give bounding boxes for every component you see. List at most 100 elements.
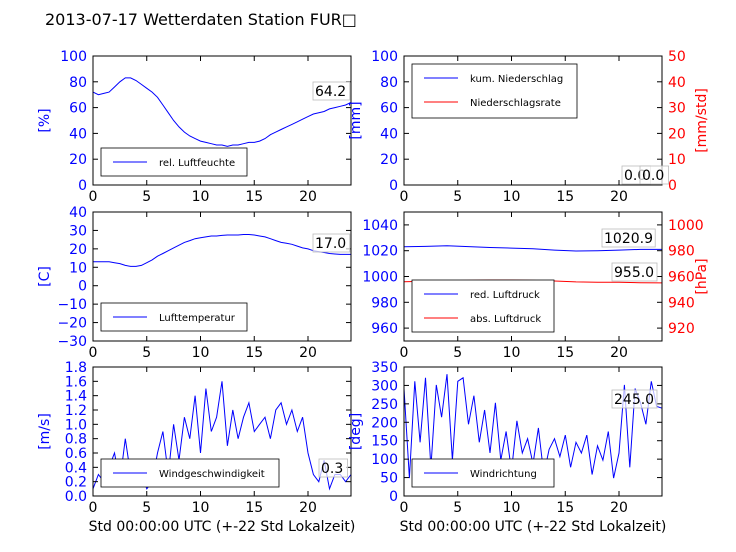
y2-tick-label: 20 [668, 126, 686, 142]
y-tick-label: 40 [380, 126, 398, 142]
y-tick-label: 20 [69, 242, 87, 258]
y-tick-label: 1.2 [65, 403, 87, 419]
legend-label: rel. Luftfeuchte [159, 158, 235, 169]
x-tick-label: 15 [245, 189, 263, 205]
series-line-4-1 [403, 245, 662, 252]
y-tick-label: 40 [69, 205, 87, 221]
annotation-box [611, 262, 658, 282]
x-tick-label: 20 [299, 189, 317, 205]
y-tick-label: 80 [69, 75, 87, 91]
y2-axis-label: [mm/std] [694, 88, 710, 153]
x-tick-label: 20 [299, 500, 317, 516]
y-tick-label: −20 [57, 316, 87, 332]
y-tick-label: 960 [371, 321, 398, 337]
legend-label: red. Luftdruck [470, 290, 540, 301]
annotation-value: 955.0 [614, 265, 654, 281]
y-tick-label: 0 [389, 489, 398, 505]
y-tick-label: 1.8 [65, 360, 87, 376]
x-tick-label: 0 [400, 189, 409, 205]
series-line-1-1 [92, 77, 352, 147]
y-tick-label: −30 [57, 334, 87, 350]
y2-tick-label: 30 [668, 101, 686, 117]
y2-axis-label: [hPa] [694, 258, 710, 294]
y-tick-label: 150 [371, 434, 398, 450]
annotation-box [318, 458, 349, 478]
y-tick-label: 300 [371, 378, 398, 394]
legend-label: Lufttemperatur [159, 313, 236, 324]
x-tick-label: 5 [142, 500, 151, 516]
y-tick-label: 1.0 [65, 417, 87, 433]
y-axis-label: [m/s] [37, 413, 53, 450]
y2-tick-label: 940 [668, 295, 695, 311]
y2-tick-label: 40 [668, 75, 686, 91]
legend-label: kum. Niederschlag [470, 74, 563, 85]
y-tick-label: 100 [371, 49, 398, 65]
y-tick-label: 350 [371, 360, 398, 376]
plot-frame [403, 55, 663, 186]
x-tick-label: 5 [142, 189, 151, 205]
x-tick-label: 15 [556, 345, 574, 361]
x-tick-label: 15 [556, 500, 574, 516]
legend-box [411, 63, 578, 119]
annotation-box [312, 233, 351, 253]
x-tick-label: 0 [400, 345, 409, 361]
annotation-value: 1020.9 [604, 231, 653, 247]
annotation-value: 0.0 [642, 168, 664, 184]
figure-title: 2013-07-17 Wetterdaten Station FUR□ [45, 10, 357, 29]
y-tick-label: 0 [78, 178, 87, 194]
annotation-box [312, 81, 351, 101]
x-tick-label: 10 [192, 189, 210, 205]
y-tick-label: 80 [380, 75, 398, 91]
y-tick-label: 250 [371, 397, 398, 413]
x-tick-label: 10 [503, 189, 521, 205]
x-tick-label: 20 [610, 345, 628, 361]
y2-tick-label: 960 [668, 270, 695, 286]
y-tick-label: 100 [60, 49, 87, 65]
x-tick-label: 20 [299, 345, 317, 361]
y2-tick-label: 50 [668, 49, 686, 65]
annotation-value: 64.2 [315, 84, 346, 100]
legend-label: abs. Luftdruck [470, 314, 541, 325]
annotation-box [639, 165, 670, 185]
plot-frame [92, 366, 352, 497]
y-axis-label: [mm] [348, 101, 364, 139]
chart-panel-4: 0 5 10 15 20 960 980 1000 1020 1040 920 940 960 980 10… [362, 211, 710, 361]
x-tick-label: 10 [503, 345, 521, 361]
x-tick-label: 20 [610, 189, 628, 205]
y-axis-label: [C] [37, 266, 53, 287]
y-tick-label: 10 [69, 260, 87, 276]
y-axis-label: [%] [37, 108, 53, 132]
x-tick-label: 20 [610, 500, 628, 516]
y-axis-label: [deg] [348, 413, 364, 450]
y-tick-label: 1.6 [65, 374, 87, 390]
x-tick-label: 5 [142, 345, 151, 361]
y-tick-label: 0 [389, 178, 398, 194]
x-tick-label: 0 [89, 345, 98, 361]
y-tick-label: 0 [78, 279, 87, 295]
legend-label: Windgeschwindigkeit [159, 469, 265, 480]
y-tick-label: 1020 [362, 244, 398, 260]
y-tick-label: 60 [380, 101, 398, 117]
y-tick-label: 200 [371, 415, 398, 431]
y-tick-label: 0.8 [65, 432, 87, 448]
y-tick-label: 0.0 [65, 489, 87, 505]
annotation-box [601, 228, 656, 248]
x-tick-label: 0 [400, 500, 409, 516]
y-tick-label: 0.4 [65, 460, 87, 476]
y-tick-label: 0.6 [65, 446, 87, 462]
x-tick-label: 15 [245, 345, 263, 361]
chart-panel-6: 0 5 10 15 20050100150200250300350[deg]Windri… [348, 360, 663, 516]
legend-label: Niederschlagsrate [470, 98, 561, 109]
y-tick-label: 0.2 [65, 475, 87, 491]
plot-frame [92, 55, 352, 186]
legend-box [411, 279, 555, 333]
x-tick-label: 15 [556, 189, 574, 205]
y-tick-label: 60 [69, 101, 87, 117]
x-tick-label: 5 [453, 345, 462, 361]
y2-tick-label: 920 [668, 321, 695, 337]
y-tick-label: 20 [69, 152, 87, 168]
annotation-box [611, 389, 658, 409]
y-tick-label: 20 [380, 152, 398, 168]
chart-panel-2: 0 5 10 15 20 0 20 40 60 80 100 0 10 20 30 40 50 [mm] [mm/s… [348, 49, 710, 205]
